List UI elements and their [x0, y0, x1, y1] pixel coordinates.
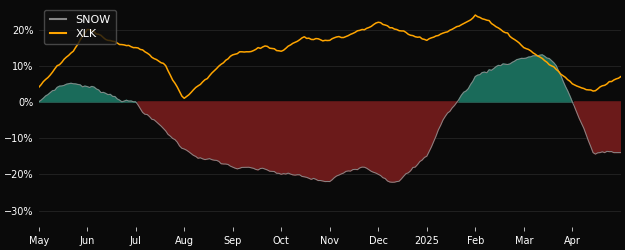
Legend: SNOW, XLK: SNOW, XLK	[44, 10, 116, 44]
